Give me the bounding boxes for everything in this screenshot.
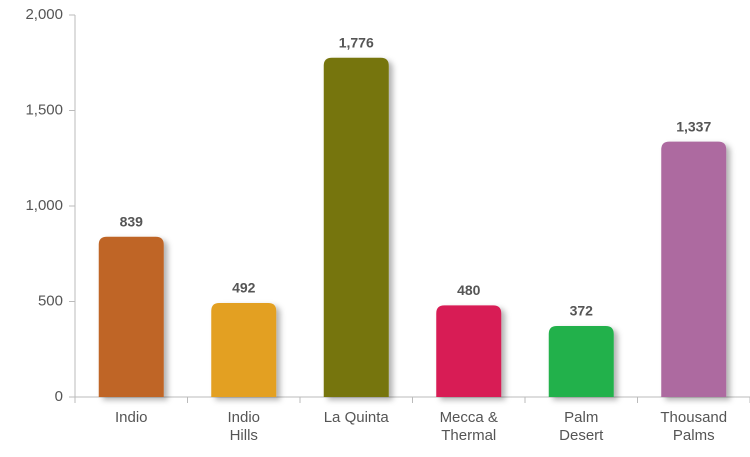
value-label: 492 [232,280,256,296]
value-label: 372 [570,303,594,319]
x-tick-label: Indio Hills [227,409,261,444]
y-tick-label: 1,000 [25,197,63,214]
bar [211,303,277,397]
value-label: 480 [457,282,481,298]
y-tick-label: 0 [55,388,63,405]
y-tick-label: 1,500 [25,101,63,118]
y-tick-label: 2,000 [25,6,63,23]
bar [436,305,502,397]
value-label: 839 [120,213,144,229]
y-tick-label: 500 [38,292,63,309]
value-label: 1,337 [676,118,711,134]
x-tick-label: Mecca & Thermal [439,409,498,444]
bar [323,57,389,398]
x-tick-label: La Quinta [323,409,389,426]
bar [548,325,614,397]
x-tick-label: Thousand Palms [660,409,728,444]
bar [98,236,164,397]
value-label: 1,776 [339,34,374,50]
x-tick-label: Palm Desert [559,409,604,444]
x-tick-label: Indio [114,409,148,426]
bar [661,141,727,397]
